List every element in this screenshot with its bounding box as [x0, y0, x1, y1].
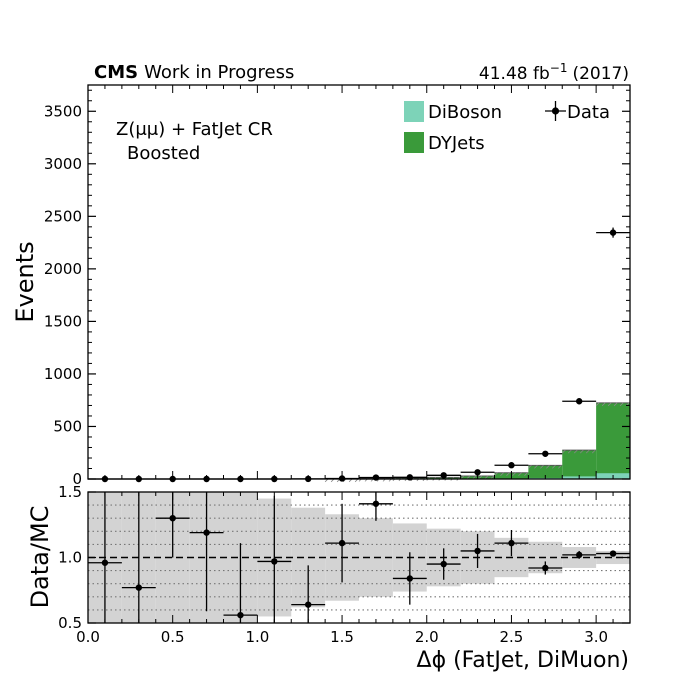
ratio-axis-ticks: 0.51.01.50.0 0.5 1.0 1.5 2.0 2.5 3.0	[58, 483, 631, 646]
stat-uncertainty-hatch	[552, 465, 556, 469]
ratio-point	[338, 539, 346, 547]
y-tick-label: 3000	[44, 155, 82, 173]
experiment-label: CMS	[94, 62, 138, 83]
ratio-plot	[88, 492, 630, 623]
mc-uncertainty-band	[596, 550, 630, 565]
ratio-y-tick-label: 1.0	[58, 549, 82, 567]
stat-uncertainty-hatch	[518, 472, 522, 476]
ratio-point	[406, 575, 414, 582]
ratio-point	[575, 551, 583, 559]
legend-swatch-dyjets	[404, 132, 424, 153]
stat-uncertainty-hatch	[561, 449, 566, 454]
x-tick-label: 0.0	[76, 628, 100, 646]
y-tick-label: 2500	[44, 207, 82, 225]
stat-uncertainty-hatch	[595, 402, 600, 407]
main-axis-ticks: 0 500 1000 1500 2000 2500 3000 3500	[44, 85, 631, 488]
ratio-point	[135, 584, 143, 591]
data-point	[474, 469, 481, 476]
x-tick-label: 1.0	[245, 628, 269, 646]
ratio-point	[237, 611, 244, 619]
stat-uncertainty-hatch	[585, 449, 590, 454]
bar-dyjets	[528, 465, 563, 479]
stat-uncertainty-hatch	[512, 472, 516, 476]
legend-label-dyjets: DYJets	[428, 133, 485, 154]
stat-uncertainty-hatch	[567, 449, 572, 454]
stat-uncertainty-hatch	[601, 402, 606, 407]
data-point	[508, 462, 515, 469]
ratio-point	[169, 515, 176, 522]
legend-swatch-diboson	[404, 101, 424, 122]
ratio-plot-frame	[87, 491, 631, 624]
region-sublabel: Boosted	[127, 143, 200, 164]
ratio-point	[440, 560, 447, 568]
stat-uncertainty-hatch	[506, 472, 510, 476]
legend: DiBoson DYJets Data	[404, 101, 610, 154]
stat-uncertainty-hatch	[613, 402, 618, 407]
ratio-point	[101, 559, 109, 566]
y-tick-label: 3500	[44, 102, 82, 120]
ratio-y-tick-label: 0.5	[58, 614, 82, 632]
data-point	[542, 450, 549, 457]
ratio-point	[304, 601, 312, 608]
stat-uncertainty-hatch	[607, 402, 612, 407]
ratio-point	[474, 547, 481, 555]
lumi-year: (2017)	[572, 64, 629, 84]
y-tick-label: 500	[53, 417, 82, 435]
stat-uncertainty-hatch	[619, 402, 624, 407]
stat-uncertainty-hatch	[500, 472, 504, 476]
y-axis-label: Events	[11, 241, 39, 322]
svg-text:41.48 fb−1(2017): 41.48 fb−1 (2017)	[479, 61, 629, 84]
ratio-y-axis-label: Data/MC	[26, 506, 54, 609]
stat-uncertainty-hatch	[558, 465, 562, 469]
region-label: Z(μμ) + FatJet CR	[116, 119, 273, 140]
stat-uncertainty-hatch	[540, 465, 544, 469]
ratio-point	[542, 564, 549, 572]
main-plot-frame	[87, 84, 631, 480]
stat-uncertainty-hatch	[528, 465, 532, 469]
x-tick-label: 0.5	[161, 628, 185, 646]
stat-uncertainty-hatch	[546, 465, 550, 469]
ratio-point	[203, 529, 210, 536]
x-tick-label: 2.5	[500, 628, 524, 646]
legend-label-data: Data	[567, 102, 610, 123]
data-point	[609, 229, 617, 236]
status-label: Work in Progress	[144, 62, 294, 83]
ratio-y-tick-label: 1.5	[58, 483, 82, 501]
ratio-point	[609, 550, 617, 557]
bar-dyjets	[596, 402, 630, 479]
y-tick-label: 2000	[44, 260, 82, 278]
x-tick-label: 3.0	[584, 628, 608, 646]
legend-label-diboson: DiBoson	[428, 102, 502, 123]
y-tick-label: 1500	[44, 312, 82, 330]
stat-uncertainty-hatch	[579, 449, 584, 454]
bar-dyjets	[562, 450, 597, 479]
stat-uncertainty-hatch	[573, 449, 578, 454]
ratio-plot-area	[88, 492, 630, 623]
stat-uncertainty-hatch	[524, 472, 528, 476]
ratio-point	[271, 558, 278, 565]
stat-uncertainty-hatch	[534, 465, 538, 469]
legend-marker-data	[545, 101, 566, 121]
ratio-point	[508, 539, 515, 547]
x-axis-label: Δϕ (FatJet, DiMuon)	[417, 648, 629, 673]
x-tick-label: 2.0	[415, 628, 439, 646]
ratio-point	[372, 500, 380, 507]
data-point	[575, 398, 583, 405]
x-tick-label: 1.5	[330, 628, 354, 646]
main-plot	[88, 227, 630, 483]
y-tick-label: 1000	[44, 365, 82, 383]
lumi-exponent: −1	[550, 61, 568, 75]
lumi-value: 41.48 fb	[479, 64, 550, 84]
y-tick-label: 0	[72, 470, 82, 488]
stat-uncertainty-hatch	[591, 449, 596, 454]
